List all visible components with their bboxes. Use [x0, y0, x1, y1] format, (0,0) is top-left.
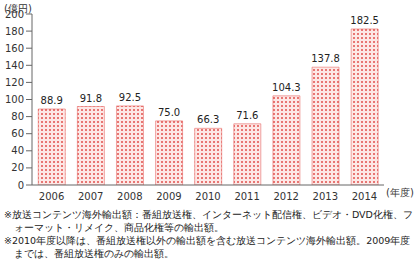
svg-text:71.6: 71.6 — [236, 110, 258, 121]
svg-text:104.3: 104.3 — [272, 82, 301, 93]
svg-text:137.8: 137.8 — [311, 53, 340, 64]
svg-text:180: 180 — [8, 26, 24, 37]
svg-text:140: 140 — [8, 60, 24, 71]
svg-text:2008: 2008 — [117, 191, 142, 202]
svg-text:2009: 2009 — [156, 191, 181, 202]
svg-text:160: 160 — [8, 43, 24, 54]
svg-text:66.3: 66.3 — [197, 114, 219, 125]
svg-text:100: 100 — [8, 94, 24, 105]
svg-text:2007: 2007 — [78, 191, 103, 202]
svg-text:60: 60 — [11, 128, 24, 139]
svg-text:40: 40 — [11, 145, 24, 156]
svg-text:88.9: 88.9 — [41, 95, 63, 106]
svg-text:2014: 2014 — [352, 191, 377, 202]
svg-text:2012: 2012 — [273, 191, 298, 202]
svg-text:120: 120 — [8, 77, 24, 88]
svg-text:75.0: 75.0 — [158, 107, 180, 118]
svg-text:182.5: 182.5 — [350, 15, 379, 26]
svg-text:200: 200 — [8, 9, 24, 20]
svg-text:80: 80 — [11, 111, 24, 122]
svg-text:2010: 2010 — [195, 191, 220, 202]
svg-text:2011: 2011 — [234, 191, 259, 202]
svg-text:91.8: 91.8 — [80, 93, 102, 104]
svg-text:20: 20 — [11, 162, 24, 173]
svg-text:0: 0 — [18, 180, 24, 191]
svg-text:2006: 2006 — [39, 191, 64, 202]
svg-text:92.5: 92.5 — [119, 92, 141, 103]
svg-text:2013: 2013 — [313, 191, 338, 202]
